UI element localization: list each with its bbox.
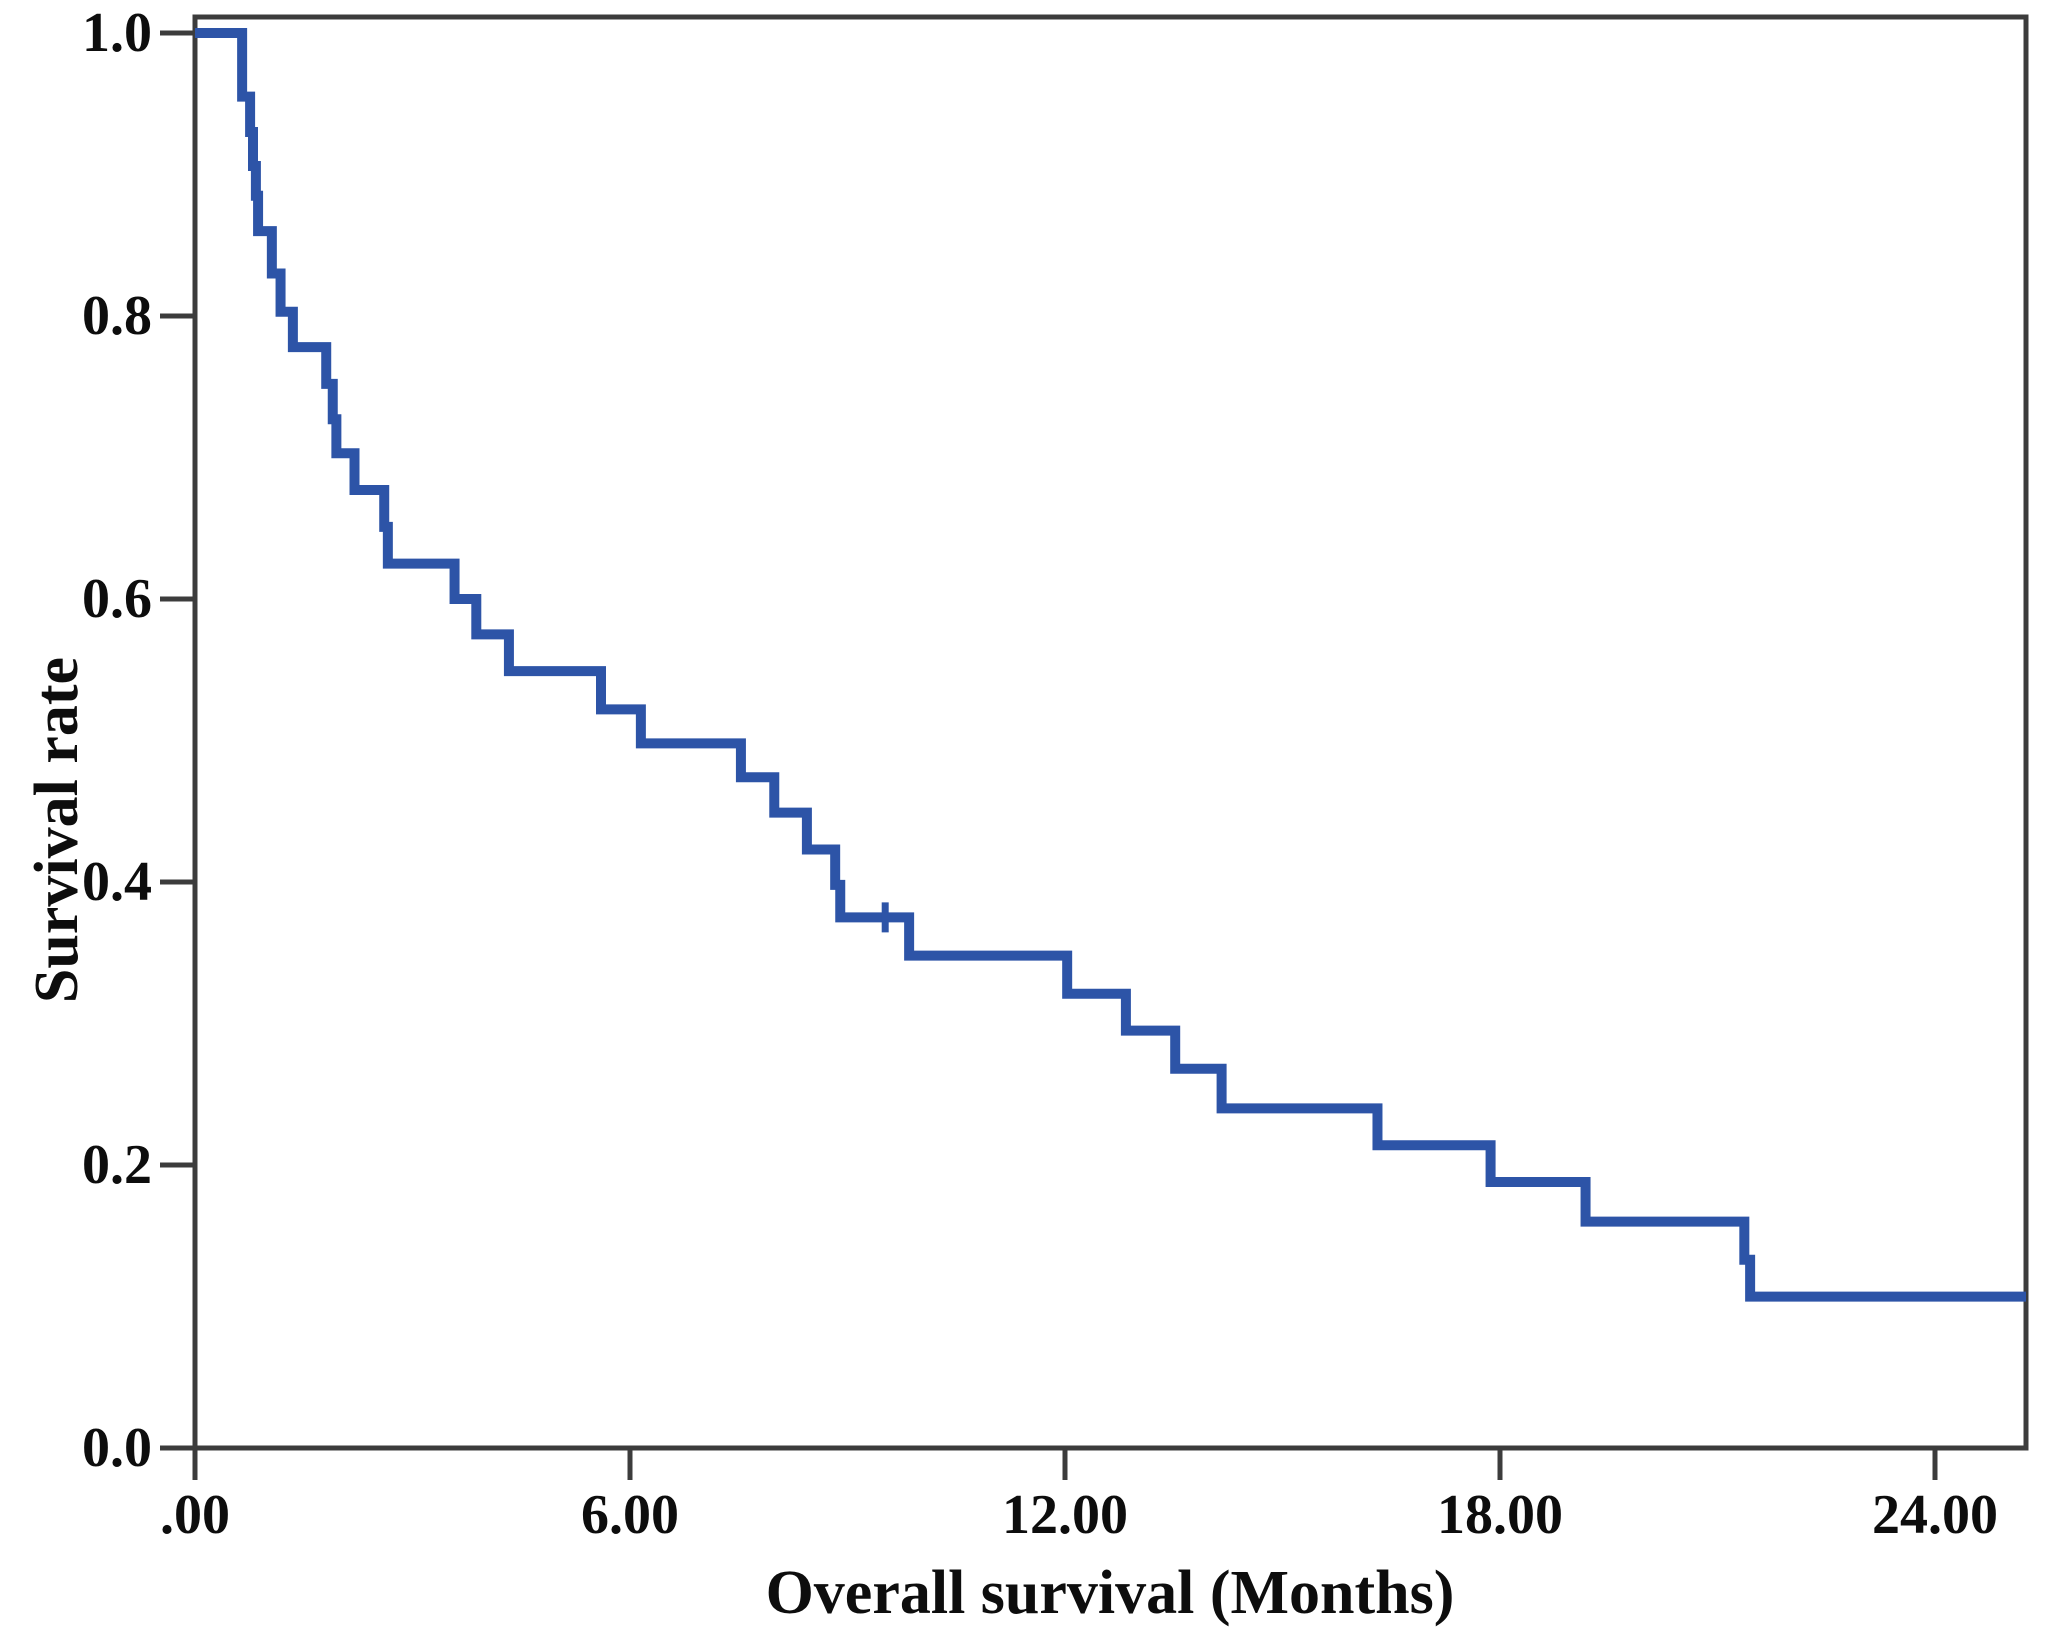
y-tick-label-0.6: 0.6: [82, 568, 152, 630]
survival-curve: [195, 28, 2026, 1302]
axis-tick-marks: [160, 30, 1938, 1480]
x-tick-label-18: 18.00: [1437, 1484, 1563, 1546]
y-axis-title: Survival rate: [23, 656, 91, 1004]
x-axis-title: Overall survival (Months): [765, 1559, 1455, 1627]
x-tick-label-12: 12.00: [1002, 1484, 1128, 1546]
y-tick-label-1.0: 1.0: [82, 2, 152, 64]
x-tick-label-24: 24.00: [1872, 1484, 1998, 1546]
plot-frame: [192, 14, 2029, 1451]
y-tick-label-0.0: 0.0: [82, 1417, 152, 1479]
y-tick-label-0.4: 0.4: [82, 851, 152, 913]
y-tick-label-0.2: 0.2: [82, 1134, 152, 1196]
x-tick-label-0: .00: [160, 1484, 230, 1546]
x-tick-label-6: 6.00: [581, 1484, 679, 1546]
y-tick-label-0.8: 0.8: [82, 285, 152, 347]
